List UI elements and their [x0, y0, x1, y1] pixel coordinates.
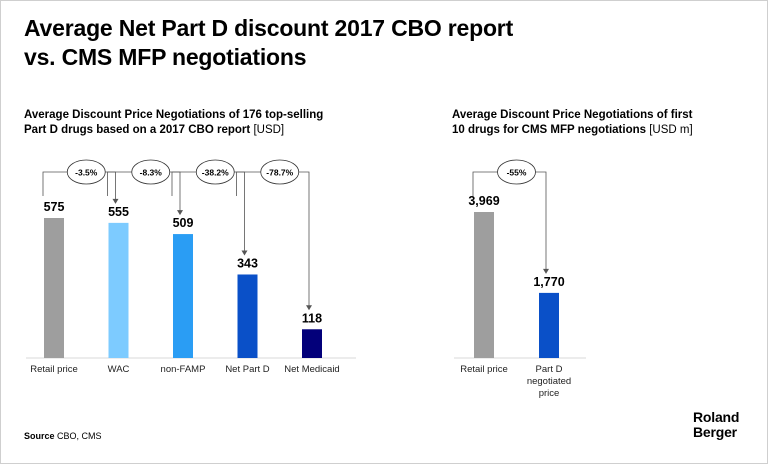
- page-title-line-1: Average Net Part D discount 2017 CBO rep…: [24, 15, 514, 41]
- discount-label-4: -78.7%: [266, 168, 293, 178]
- chart-left-title-line-1: Average Discount Price Negotiations of 1…: [24, 109, 324, 121]
- connector-right-4: [298, 171, 310, 310]
- category-label-2-line-2: negotiated: [527, 376, 571, 387]
- connector-arrowhead-1: [543, 268, 549, 274]
- value-label-1: 575: [44, 200, 65, 214]
- bar-5: [302, 329, 322, 358]
- discount-bubble-4: [260, 159, 300, 185]
- category-label-1: Retail price: [460, 364, 508, 375]
- connector-arrowhead-4: [306, 305, 312, 311]
- chart-right-title: Average Discount Price Negotiations of f…: [452, 108, 752, 138]
- connector-left-4: [236, 171, 261, 196]
- chart-left-unit: [USD]: [253, 124, 285, 136]
- value-label-1: 3,969: [468, 194, 499, 208]
- category-label-2-line-1: Part D: [536, 364, 563, 375]
- bar-2: [539, 292, 559, 358]
- discount-label-3: -38.2%: [202, 168, 229, 178]
- connector-arrowhead-1: [112, 198, 119, 204]
- value-label-4: 343: [237, 256, 258, 270]
- brand-logo: Roland Berger: [693, 410, 739, 440]
- page-title: Average Net Part D discount 2017 CBO rep…: [24, 14, 644, 72]
- page-title-line-2: vs. CMS MFP negotiations: [24, 44, 307, 70]
- category-label-4: Net Part D: [225, 364, 269, 375]
- chart-right-unit: [USD m]: [649, 124, 693, 136]
- source-text: CBO, CMS: [57, 431, 102, 441]
- discount-label-2: -8.3%: [140, 168, 163, 178]
- discount-bubble-2: [131, 159, 171, 185]
- chart-right-title-line-2: 10 drugs for CMS MFP negotiations: [452, 124, 647, 136]
- connector-right-3: [234, 171, 245, 255]
- discount-label-1: -3.5%: [75, 168, 98, 178]
- source-note: Source CBO, CMS: [24, 431, 102, 441]
- connector-arrowhead-3: [241, 250, 248, 256]
- chart-right-title-line-1: Average Discount Price Negotiations of f…: [452, 109, 693, 121]
- connector-right-2: [169, 171, 181, 215]
- connector-left-2: [107, 171, 132, 196]
- value-label-5: 118: [302, 311, 322, 325]
- source-label: Source: [24, 431, 55, 441]
- connector-right-1: [105, 171, 116, 203]
- value-label-2: 1,770: [533, 275, 564, 289]
- connector-arrowhead-2: [177, 210, 183, 216]
- discount-bubble-3: [195, 159, 235, 185]
- bar-3: [173, 234, 193, 358]
- chart-left-title-line-2: Part D drugs based on a 2017 CBO report: [24, 124, 251, 136]
- chart-left: 575 Retail price 555 WAC 509 non-FAMP 343 Net P…: [26, 159, 356, 375]
- bar-4: [237, 274, 258, 358]
- chart-right: 3,969 Retail price 1,770 Part Dnegotiatedpr…: [454, 159, 586, 399]
- connector-right-1: [535, 171, 547, 273]
- category-label-2: WAC: [108, 364, 130, 375]
- value-label-3: 509: [173, 216, 194, 230]
- bar-1: [474, 212, 494, 358]
- value-label-2: 555: [108, 205, 129, 219]
- brand-line-1: Roland: [693, 409, 740, 425]
- discount-bubble-1: [66, 159, 106, 185]
- category-label-3: non-FAMP: [161, 364, 206, 375]
- brand-line-2: Berger: [693, 424, 737, 440]
- bar-2: [108, 222, 129, 358]
- discount-bubble-1: [497, 159, 536, 185]
- category-label-2-line-3: price: [539, 388, 560, 399]
- discount-label-1: -55%: [507, 168, 527, 178]
- category-label-5: Net Medicaid: [284, 364, 339, 375]
- category-label-1: Retail price: [30, 364, 78, 375]
- connector-left-1: [472, 171, 498, 196]
- connector-left-1: [42, 171, 68, 196]
- connector-left-3: [171, 171, 197, 196]
- bar-1: [44, 218, 64, 358]
- chart-left-title: Average Discount Price Negotiations of 1…: [24, 108, 404, 138]
